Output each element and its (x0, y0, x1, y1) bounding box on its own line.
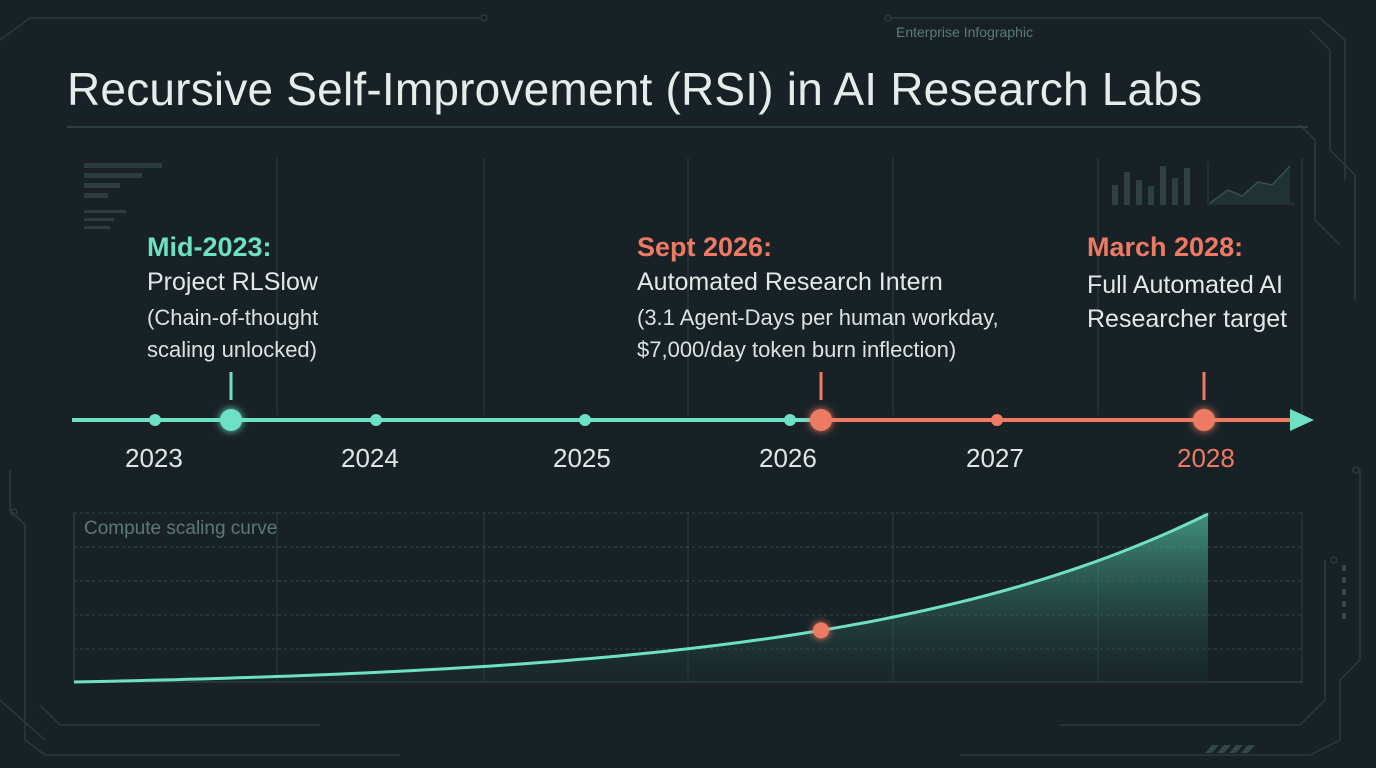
event-date: Mid-2023: (147, 232, 272, 262)
event-description: (3.1 Agent-Days per human workday, $7,00… (637, 305, 999, 362)
event-date: Sept 2026: (637, 232, 773, 262)
year-label-2028: 2028 (1177, 443, 1235, 473)
year-label-2027: 2027 (966, 443, 1024, 473)
year-label-2024: 2024 (341, 443, 399, 473)
year-label-2023: 2023 (125, 443, 183, 473)
year-tick-dot (149, 414, 161, 426)
year-label-2025: 2025 (553, 443, 611, 473)
year-tick-dot (370, 414, 382, 426)
year-label-2026: 2026 (759, 443, 817, 473)
event-description: (Chain-of-thought scaling unlocked) (147, 305, 319, 362)
event-marker-march-2028 (1193, 409, 1215, 431)
compute-curve-line (73, 512, 1209, 684)
event-name: Full Automated AI Researcher target (1087, 271, 1288, 333)
event-marker-sept-2026 (810, 409, 832, 431)
inflection-point-marker (813, 622, 829, 639)
year-tick-dot (991, 414, 1003, 426)
event-marker-mid-2023 (220, 409, 242, 431)
event-name: Project RLSlow (147, 268, 318, 296)
supertitle: Enterprise Infographic (896, 24, 1033, 40)
chart-title: Compute scaling curve (84, 518, 278, 539)
event-date: March 2028: (1087, 232, 1244, 262)
year-tick-dot (579, 414, 591, 426)
timeline-arrow-head (1290, 409, 1314, 431)
event-name: Automated Research Intern (637, 268, 943, 296)
compute-curve-area (74, 514, 1208, 682)
page-title: Recursive Self-Improvement (RSI) in AI R… (67, 63, 1203, 115)
year-tick-dot (784, 414, 796, 426)
